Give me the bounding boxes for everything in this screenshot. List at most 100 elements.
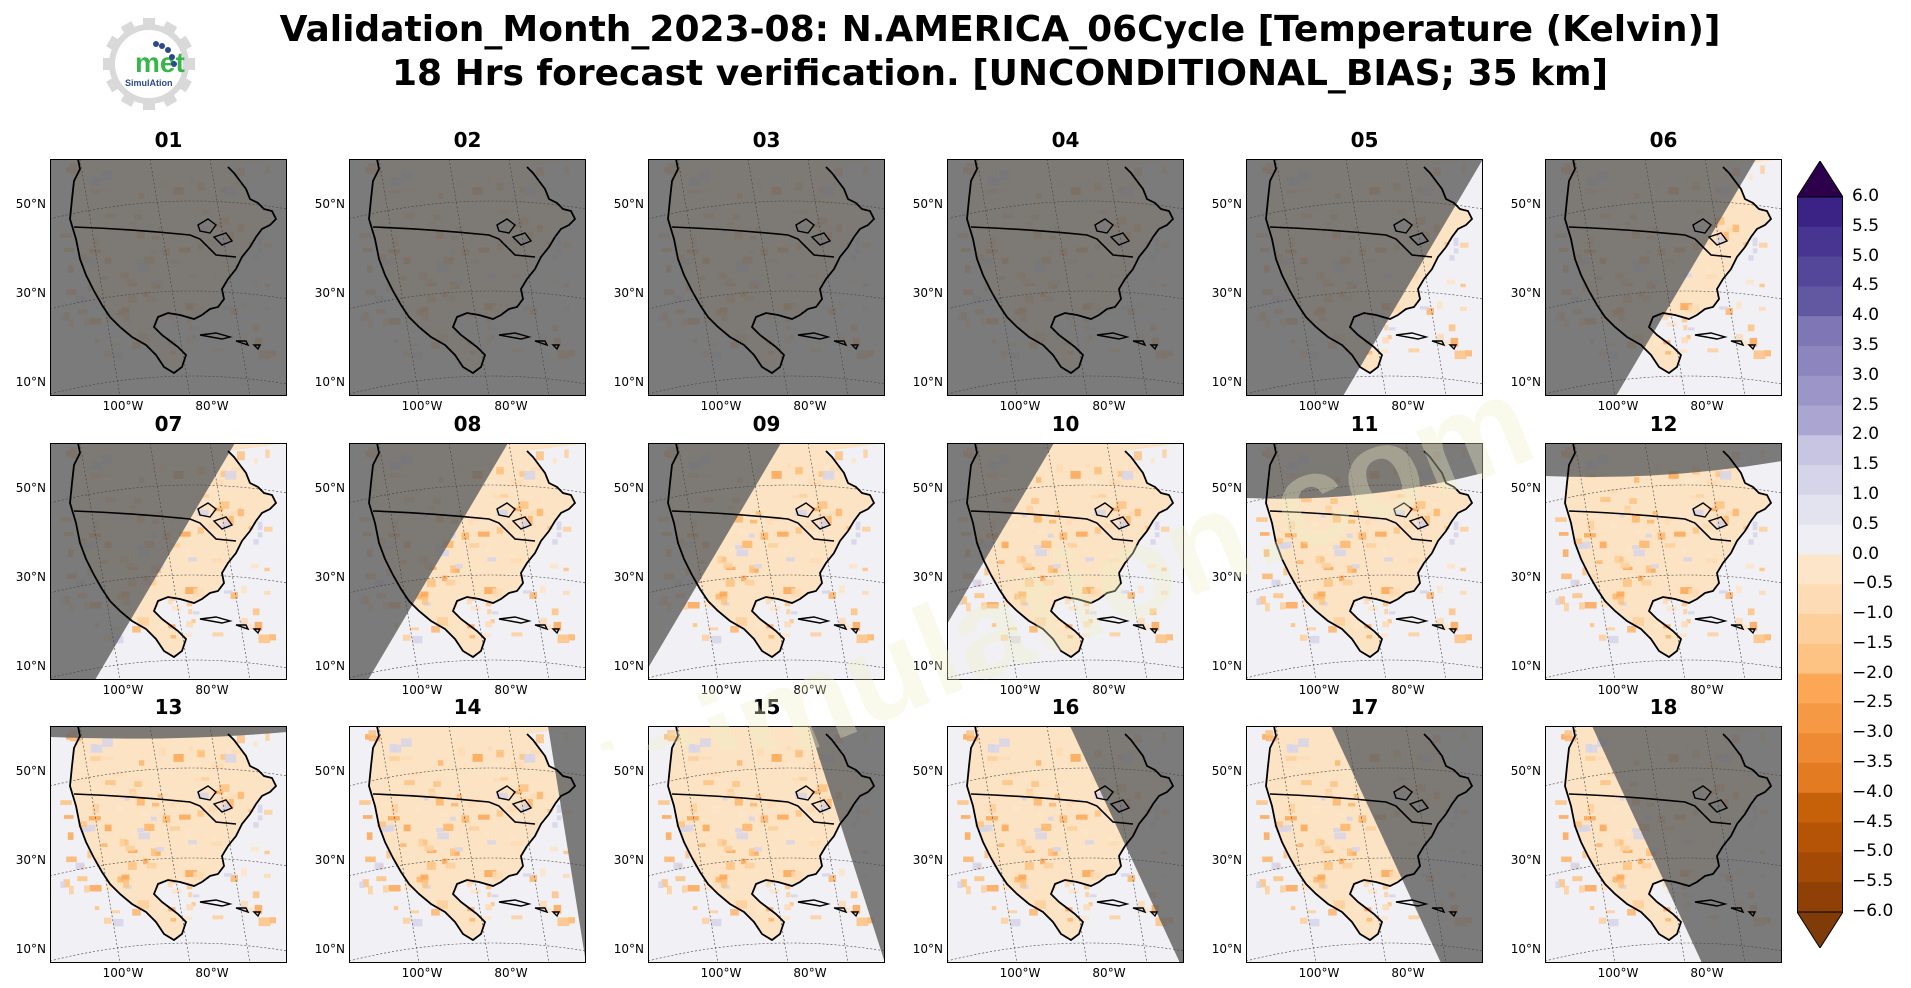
y-tick-label: 10°N: [613, 375, 644, 389]
colorbar-segment: [1797, 435, 1843, 466]
y-tick-label: 30°N: [1211, 570, 1242, 584]
colorbar-segment: [1797, 405, 1843, 436]
x-tick-label: 80°W: [793, 399, 827, 413]
colorbar-segment: [1797, 197, 1843, 228]
y-tick-label: 30°N: [912, 570, 943, 584]
y-tick-label: 50°N: [1211, 481, 1242, 495]
x-tick-label: 80°W: [195, 966, 229, 980]
colorbar-segment: [1797, 256, 1843, 287]
colorbar-tick-label: −4.0: [1852, 781, 1894, 802]
met-logo: met SimulAtion: [103, 18, 195, 110]
map-plot: [1545, 159, 1782, 396]
colorbar-tick-label: 3.0: [1852, 364, 1880, 385]
colorbar-tick-label: −0.5: [1852, 573, 1894, 594]
panel-title: 14: [453, 695, 482, 719]
x-tick-label: 100°W: [401, 399, 443, 413]
panel-title: 04: [1051, 128, 1080, 152]
colorbar-segment: [1797, 226, 1843, 258]
map-plot: [1545, 726, 1782, 963]
colorbar-tick-label: 4.0: [1852, 305, 1880, 326]
map-plot: [349, 443, 586, 680]
panel-title: 17: [1350, 695, 1379, 719]
colorbar-segment: [1797, 494, 1843, 526]
x-tick-label: 80°W: [494, 966, 528, 980]
x-tick-label: 80°W: [494, 683, 528, 697]
colorbar-tick-label: 1.5: [1852, 454, 1880, 475]
x-tick-label: 80°W: [1092, 399, 1126, 413]
map-panel-11: 11 50°N 30°N 10°N 100°W 80°W: [1212, 412, 1483, 697]
map-panel-04: 04 50°N 30°N 10°N 100°W 80°W: [913, 128, 1184, 413]
y-tick-label: 10°N: [912, 375, 943, 389]
y-tick-label: 10°N: [1211, 942, 1242, 956]
x-tick-label: 100°W: [700, 399, 742, 413]
y-tick-label: 30°N: [314, 286, 345, 300]
map-panel-10: 10 50°N 30°N 10°N 100°W 80°W: [913, 412, 1184, 697]
y-tick-label: 30°N: [613, 286, 644, 300]
map-plot: [1246, 159, 1483, 396]
map-panel-06: 06 50°N 30°N 10°N 100°W 80°W: [1511, 128, 1782, 413]
panel-title: 09: [752, 412, 781, 436]
map-plot: [50, 159, 287, 396]
panel-title: 07: [154, 412, 183, 436]
map-panel-16: 16 50°N 30°N 10°N 100°W 80°W: [913, 695, 1184, 980]
map-plot: [1246, 726, 1483, 963]
map-panel-03: 03 50°N 30°N 10°N 100°W 80°W: [614, 128, 885, 413]
x-tick-label: 80°W: [195, 399, 229, 413]
colorbar-segment: [1797, 375, 1843, 407]
y-tick-label: 10°N: [613, 659, 644, 673]
colorbar-tick-label: 0.5: [1852, 513, 1880, 534]
colorbar-segment: [1797, 852, 1843, 883]
title-line-2: 18 Hrs forecast verification. [UNCONDITI…: [391, 53, 1609, 94]
x-tick-label: 100°W: [999, 683, 1041, 697]
colorbar-extend-max: [1797, 161, 1843, 198]
y-tick-label: 10°N: [912, 942, 943, 956]
map-plot: [947, 159, 1184, 396]
colorbar-tick-label: 4.5: [1852, 275, 1880, 296]
map-panel-08: 08 50°N 30°N 10°N 100°W 80°W: [315, 412, 586, 697]
panel-title: 08: [453, 412, 482, 436]
colorbar-tick-label: −5.5: [1852, 871, 1894, 892]
map-plot: [648, 159, 885, 396]
colorbar-segment: [1797, 792, 1843, 824]
panel-title: 11: [1350, 412, 1379, 436]
map-panel-14: 14 50°N 30°N 10°N 100°W 80°W: [315, 695, 586, 980]
y-tick-label: 50°N: [912, 764, 943, 778]
y-tick-label: 50°N: [1510, 764, 1541, 778]
colorbar-tick-label: −1.0: [1852, 603, 1894, 624]
y-tick-label: 10°N: [15, 942, 46, 956]
colorbar: [1797, 161, 1843, 948]
y-tick-label: 30°N: [15, 853, 46, 867]
map-plot: [1246, 443, 1483, 680]
panel-title: 12: [1649, 412, 1678, 436]
colorbar-tick-label: −3.5: [1852, 752, 1894, 773]
colorbar-tick-label: 3.5: [1852, 334, 1880, 355]
panel-title: 06: [1649, 128, 1678, 152]
y-tick-label: 10°N: [314, 375, 345, 389]
y-tick-label: 50°N: [314, 197, 345, 211]
colorbar-tick-label: 2.5: [1852, 394, 1880, 415]
colorbar-segment: [1797, 345, 1843, 377]
map-plot: [1545, 443, 1782, 680]
map-panel-13: 13 50°N 30°N 10°N 100°W 80°W: [16, 695, 287, 980]
colorbar-tick-label: −2.0: [1852, 662, 1894, 683]
x-tick-label: 100°W: [401, 683, 443, 697]
colorbar-tick-label: 6.0: [1852, 186, 1880, 206]
colorbar-segment: [1797, 286, 1843, 317]
y-tick-label: 10°N: [15, 375, 46, 389]
y-tick-label: 30°N: [1510, 570, 1541, 584]
y-tick-label: 30°N: [1510, 286, 1541, 300]
title-line-1: Validation_Month_2023-08: N.AMERICA_06Cy…: [279, 9, 1721, 50]
x-tick-label: 100°W: [1298, 966, 1340, 980]
map-plot: [349, 159, 586, 396]
map-panel-17: 17 50°N 30°N 10°N 100°W 80°W: [1212, 695, 1483, 980]
colorbar-segment: [1797, 316, 1843, 347]
y-tick-label: 30°N: [613, 853, 644, 867]
y-tick-label: 30°N: [314, 853, 345, 867]
colorbar-tick-label: 2.0: [1852, 424, 1880, 445]
colorbar-tick-label: −4.5: [1852, 811, 1894, 832]
x-tick-label: 100°W: [401, 966, 443, 980]
map-plot: [50, 443, 287, 680]
y-tick-label: 10°N: [314, 942, 345, 956]
y-tick-label: 50°N: [314, 764, 345, 778]
